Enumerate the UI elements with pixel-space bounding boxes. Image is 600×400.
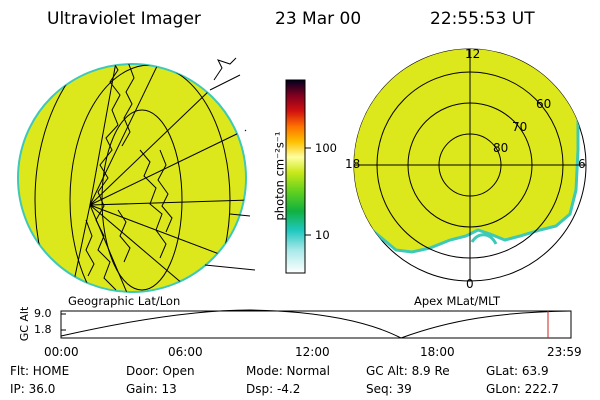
meridian [89, 204, 236, 261]
coastline [95, 64, 121, 291]
mlt-label-0: 0 [466, 277, 474, 291]
altitude-curve [60, 309, 572, 339]
mlt-label-18: 18 [345, 157, 361, 171]
lat-circle [34, 64, 246, 292]
colorbar [285, 79, 311, 274]
geographic-caption: Geographic Lat/Lon [68, 294, 181, 308]
magnetic-caption: Apex MLat/MLT [414, 294, 501, 308]
mlt-label-12: 12 [465, 47, 481, 61]
time-label: 22:55:53 UT [430, 9, 535, 29]
mode-status: Mode: Normal [246, 364, 330, 378]
altitude-ylabel: GC Alt [17, 306, 31, 342]
geo-longitude: GLon: 222.7 [486, 382, 559, 396]
instrument-title: Ultraviolet Imager [47, 9, 201, 29]
coastline [139, 149, 167, 259]
gain-value: Gain: 13 [126, 382, 177, 396]
coastline [157, 149, 173, 233]
meridian [89, 64, 161, 206]
xtick-2359: 23:59 [547, 345, 582, 359]
lat-circle [101, 109, 183, 291]
date-label: 23 Mar 00 [275, 9, 362, 29]
dsp-value: Dsp: -4.2 [246, 382, 301, 396]
coastline [117, 209, 131, 263]
colorbar-unit-label: photon cm⁻²s⁻¹ [272, 131, 287, 221]
meridian-ext [229, 213, 251, 217]
meridian [89, 64, 121, 206]
altitude-plot [60, 309, 572, 339]
colorbar-tick-100: 100 [315, 141, 337, 155]
meridian-ext [244, 129, 247, 132]
coastline-ext [213, 57, 237, 81]
sequence-value: Seq: 39 [366, 382, 412, 396]
flight-status: Flt: HOME [10, 364, 70, 378]
xtick-0000: 00:00 [44, 345, 79, 359]
colorbar-tick-10: 10 [315, 228, 330, 242]
geographic-disk [17, 63, 247, 293]
mlat-label-70: 70 [512, 120, 528, 134]
xtick-0600: 06:00 [168, 345, 203, 359]
geographic-panel [17, 57, 256, 293]
auroral-edge-arc [470, 233, 498, 245]
meridian [89, 89, 211, 206]
magnetic-panel [353, 48, 587, 282]
meridian [89, 204, 191, 291]
coastline [85, 219, 95, 277]
altitude-ytick-9: 9.0 [34, 307, 52, 320]
altitude-plot-frame [60, 310, 572, 339]
meridian [89, 199, 246, 206]
colorbar-scale [285, 79, 306, 274]
mlat-label-60: 60 [536, 97, 552, 111]
meridian [89, 129, 246, 206]
xtick-1800: 18:00 [420, 345, 455, 359]
geo-latitude: GLat: 63.9 [486, 364, 549, 378]
mlt-label-6: 6 [578, 157, 586, 171]
mlat-label-80: 80 [493, 141, 509, 155]
altitude-ytick-1.8: 1.8 [34, 323, 52, 336]
meridian-ext [204, 264, 256, 271]
xtick-1200: 12:00 [295, 345, 330, 359]
door-status: Door: Open [126, 364, 195, 378]
gc-altitude: GC Alt: 8.9 Re [366, 364, 450, 378]
ip-value: IP: 36.0 [10, 382, 56, 396]
coastline [121, 64, 135, 147]
meridian-ext [209, 74, 241, 91]
